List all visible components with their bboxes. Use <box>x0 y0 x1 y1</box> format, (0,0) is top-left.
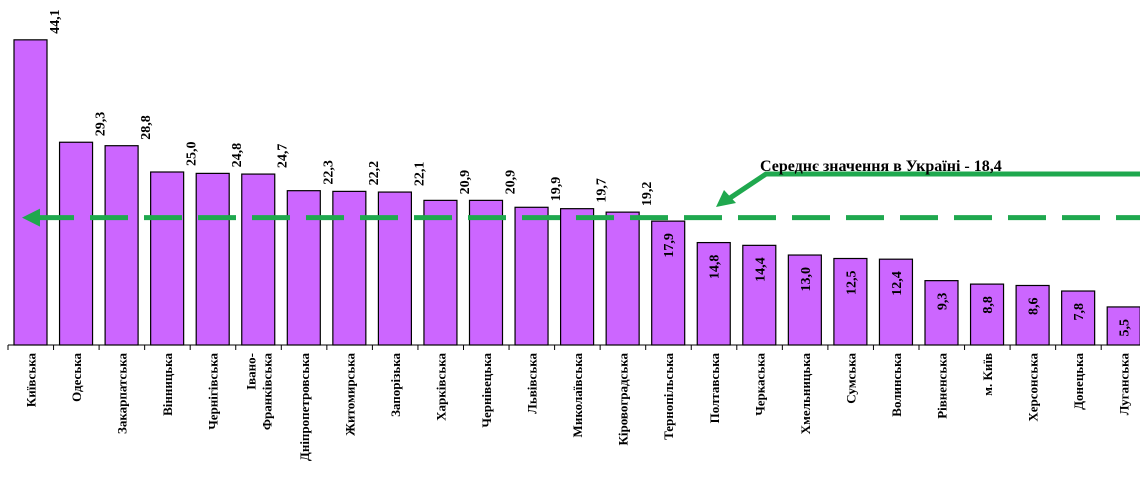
value-label: 24,7 <box>276 144 291 169</box>
bar <box>377 191 412 346</box>
bars-group <box>7 39 1140 350</box>
value-label: 28,8 <box>139 115 154 140</box>
category-label: Чернігівська <box>206 353 221 430</box>
value-label: 5,5 <box>1118 319 1133 337</box>
category-label: Луганська <box>1117 353 1132 416</box>
bar <box>742 244 777 346</box>
category-label: Київська <box>24 353 39 408</box>
bar <box>559 208 595 346</box>
category-label: Житомирська <box>342 353 357 436</box>
bar <box>13 39 48 346</box>
category-labels-group: Київська Одеська Закарпатська Вінницька Черн… <box>24 353 1132 462</box>
value-label: 12,4 <box>890 271 905 296</box>
category-label: Львівська <box>525 353 540 414</box>
bar <box>150 171 185 346</box>
callout-arrowhead <box>716 190 736 207</box>
bar <box>58 141 94 346</box>
bar <box>696 241 731 346</box>
value-label: 20,9 <box>504 170 519 195</box>
bar <box>787 254 822 346</box>
category-label: м. Київ <box>980 353 995 396</box>
value-label: 7,8 <box>1072 303 1087 321</box>
category-label: Волинська <box>889 353 904 417</box>
value-label: 19,7 <box>595 178 610 203</box>
value-label: 22,3 <box>321 160 336 185</box>
category-label: Донецька <box>1071 353 1086 410</box>
category-label: Одеська <box>69 353 84 402</box>
bar <box>468 199 504 346</box>
value-label: 14,4 <box>753 257 768 282</box>
bar <box>605 211 640 346</box>
category-label: Херсонська <box>1026 353 1041 422</box>
bar <box>514 206 549 346</box>
bar <box>1106 306 1140 346</box>
value-label: 44,1 <box>48 9 63 34</box>
value-label: 14,8 <box>708 255 723 279</box>
bar <box>104 145 139 346</box>
bar <box>1061 290 1096 346</box>
bar <box>423 199 458 346</box>
bar <box>195 172 230 346</box>
category-label: Кіровоградська <box>616 353 631 446</box>
bar <box>651 220 686 346</box>
category-label: Івано- <box>243 353 258 390</box>
value-label: 8,8 <box>981 296 996 314</box>
average-annotation: Середнє значення в Україні - 18,4 <box>760 158 1002 175</box>
category-label: Дніпропетровська <box>297 353 312 462</box>
category-label: Закарпатська <box>115 353 130 435</box>
category-label: Полтавська <box>707 353 722 424</box>
category-label: Харківська <box>433 353 448 421</box>
average-line-arrowhead <box>22 208 40 227</box>
category-label: Черкаська <box>752 353 767 416</box>
category-label: Запорізька <box>388 353 403 417</box>
value-label: 19,2 <box>640 182 655 207</box>
bar <box>969 283 1005 346</box>
bar <box>241 173 276 346</box>
value-label: 20,9 <box>458 170 473 195</box>
value-label: 19,9 <box>549 177 564 202</box>
bar <box>332 190 367 346</box>
value-label: 8,6 <box>1027 297 1042 315</box>
value-label: 22,2 <box>367 161 382 186</box>
category-label: Хмельницька <box>798 353 813 435</box>
value-label: 13,0 <box>799 267 814 292</box>
value-label: 29,3 <box>94 112 109 137</box>
value-label: 25,0 <box>185 142 200 167</box>
category-label: Тернопільська <box>661 353 676 440</box>
category-label: Вінницька <box>160 353 175 416</box>
value-label: 24,8 <box>230 143 245 168</box>
value-label: 9,3 <box>936 293 951 311</box>
value-label: 12,5 <box>844 271 859 296</box>
category-label: Рівненська <box>935 353 950 419</box>
category-label: Чернівецька <box>479 353 494 428</box>
category-label: Франківська <box>259 353 274 431</box>
callout-arrow-line <box>728 171 1140 201</box>
bar <box>833 257 868 346</box>
bar <box>924 280 959 346</box>
value-label: 17,9 <box>662 233 677 258</box>
category-label: Сумська <box>843 353 858 404</box>
bar <box>286 190 321 346</box>
value-label: 22,1 <box>412 162 427 187</box>
category-label: Миколаївська <box>570 353 585 438</box>
bar <box>1015 284 1050 346</box>
bar <box>878 258 914 346</box>
average-line-group <box>22 171 1140 227</box>
value-labels-group: 44,1 29,3 28,8 25,0 24,8 24,7 22,3 22,2 22,1 20,9… <box>48 9 1133 336</box>
